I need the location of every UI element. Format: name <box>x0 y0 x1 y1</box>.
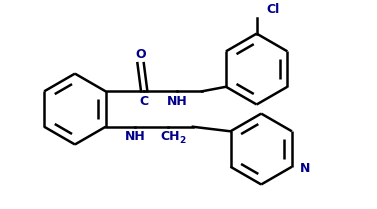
Text: NH: NH <box>167 95 187 108</box>
Text: CH: CH <box>160 130 180 143</box>
Text: C: C <box>139 95 149 108</box>
Text: O: O <box>135 48 146 61</box>
Text: NH: NH <box>125 130 146 143</box>
Text: 2: 2 <box>179 136 185 145</box>
Text: N: N <box>299 162 310 175</box>
Text: Cl: Cl <box>267 4 280 17</box>
